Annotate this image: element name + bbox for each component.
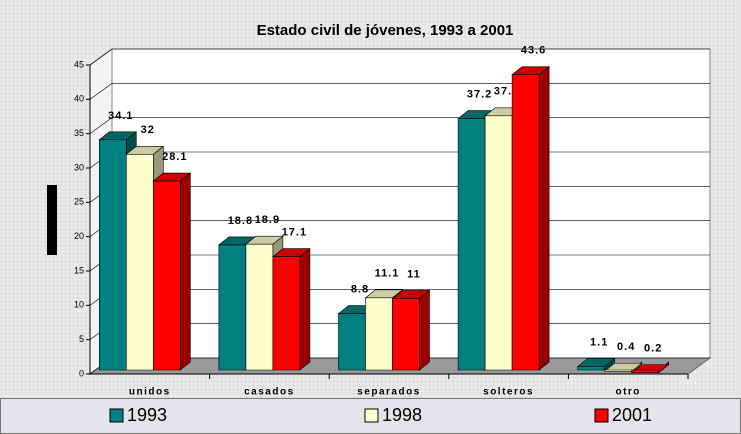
bar-face xyxy=(272,256,301,371)
x-tick-label: separados xyxy=(357,387,421,398)
data-label: 0.4 xyxy=(617,341,635,353)
legend-label: 1993 xyxy=(127,405,167,425)
bar-face xyxy=(299,247,311,371)
legend-swatch xyxy=(364,408,379,423)
data-label: 1.1 xyxy=(590,336,608,348)
data-label: 28.1 xyxy=(162,151,187,163)
legend-label: 2001 xyxy=(612,405,652,425)
grid-line xyxy=(89,117,113,134)
bar xyxy=(511,65,550,371)
data-label: 11 xyxy=(407,268,421,280)
data-label: 0.2 xyxy=(644,343,662,355)
y-tick-label: 30 xyxy=(74,162,84,172)
y-tick-label: 40 xyxy=(74,94,84,104)
y-tick-label: 15 xyxy=(74,265,84,275)
x-tick-label: solteros xyxy=(483,387,534,398)
data-label: 17.1 xyxy=(282,226,307,238)
legend-swatch xyxy=(594,408,609,423)
bar-face xyxy=(419,289,430,371)
bar-face xyxy=(338,313,366,371)
bar-face xyxy=(153,180,181,371)
bar xyxy=(630,361,670,374)
y-tick-label: 25 xyxy=(74,197,84,207)
y-tick-label: 10 xyxy=(74,300,84,310)
bar-face xyxy=(218,244,247,371)
legend-swatch xyxy=(109,408,124,423)
bar xyxy=(576,357,616,371)
data-label: 18.9 xyxy=(255,214,280,226)
bar-face xyxy=(365,297,393,371)
y-tick-label: 20 xyxy=(74,231,84,241)
y-tick-label: 0 xyxy=(79,368,84,378)
bar-face xyxy=(126,153,154,371)
x-tick-label: unidos xyxy=(129,387,171,398)
bar xyxy=(272,247,311,371)
data-label: 43.6 xyxy=(521,45,546,57)
y-tick-label: 35 xyxy=(74,128,84,138)
bar xyxy=(152,172,192,371)
grid-line xyxy=(89,83,113,100)
bar-face xyxy=(392,298,420,371)
bar xyxy=(391,289,431,371)
data-label: 32 xyxy=(141,124,155,136)
y-axis-label-block xyxy=(47,185,57,255)
grid-line xyxy=(89,48,113,66)
data-label: 37.2 xyxy=(467,88,492,100)
data-label: 11.1 xyxy=(375,268,400,280)
data-label: 8.8 xyxy=(351,283,369,295)
bar-face xyxy=(99,139,127,371)
bar-face xyxy=(577,366,606,371)
bar-face xyxy=(457,118,486,371)
bar-face xyxy=(538,65,550,371)
data-label: 18.8 xyxy=(228,215,253,227)
bar-face xyxy=(631,369,660,373)
legend-label: 1998 xyxy=(382,405,422,425)
bar-face xyxy=(604,369,633,372)
y-tick-label: 45 xyxy=(74,59,84,69)
x-tick-label: otro xyxy=(615,387,640,398)
bar-face xyxy=(245,243,274,371)
bar-face xyxy=(484,115,513,371)
data-label: 34.1 xyxy=(108,110,133,122)
chart-title: Estado civil de jóvenes, 1993 a 2001 xyxy=(257,22,514,39)
bar-face xyxy=(180,172,191,371)
bar-face xyxy=(511,74,540,371)
x-tick-label: casados xyxy=(244,387,295,398)
y-tick-label: 5 xyxy=(79,334,84,344)
